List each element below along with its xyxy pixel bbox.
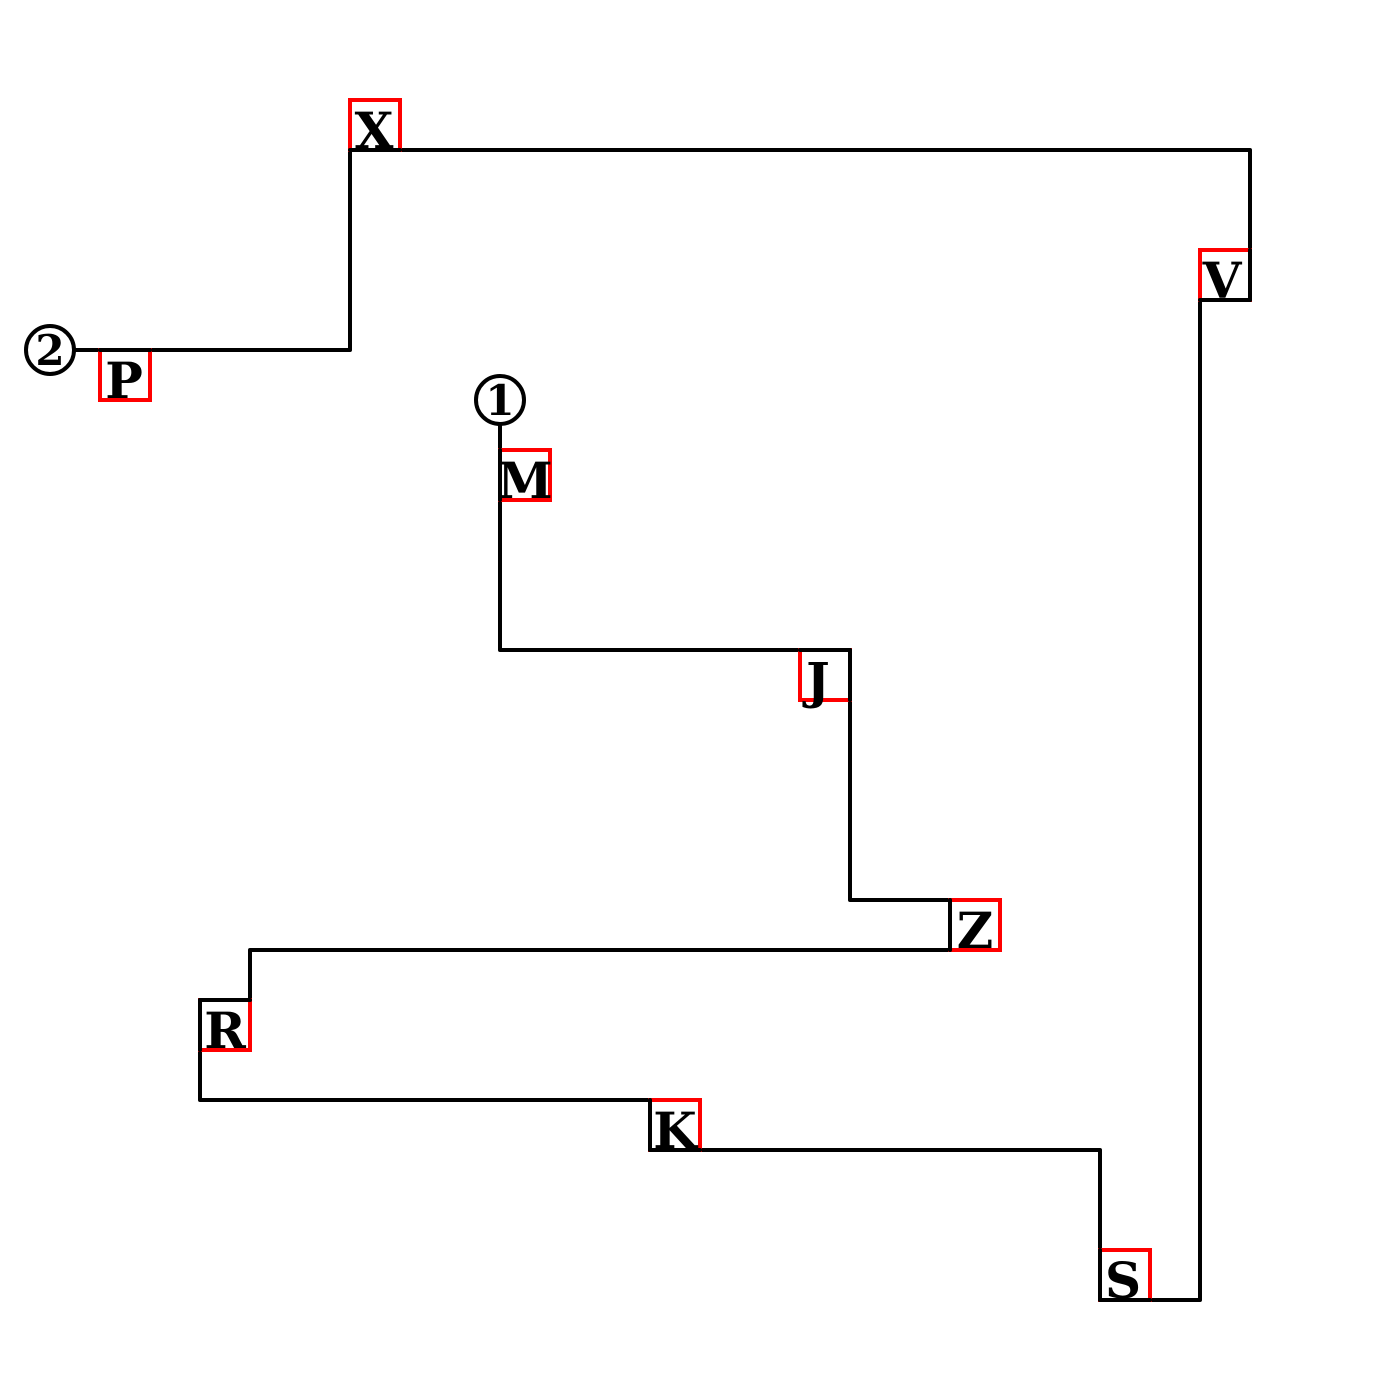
node-x: X: [348, 98, 402, 160]
node-s: S: [1098, 1248, 1152, 1310]
node-p-label: P: [105, 351, 143, 410]
node-r: R: [198, 998, 252, 1060]
node-j-label: J: [802, 651, 830, 710]
marker-end-circle: [24, 324, 76, 376]
node-z: Z: [948, 898, 1002, 960]
marker-end-label: 2: [35, 326, 64, 375]
marker-start-circle: [474, 374, 526, 426]
marker-start: 1: [474, 374, 526, 426]
node-r-label: R: [204, 1001, 246, 1060]
node-k: K: [648, 1098, 702, 1160]
node-v-label: V: [1202, 251, 1243, 310]
node-m: M: [497, 448, 553, 510]
node-m-label: M: [497, 451, 552, 510]
node-p: P: [98, 348, 152, 410]
marker-start-label: 1: [485, 376, 514, 425]
node-v: V: [1198, 248, 1252, 310]
marker-end: 2: [24, 324, 76, 376]
node-k-label: K: [653, 1101, 698, 1160]
node-z-label: Z: [957, 901, 994, 960]
node-x-label: X: [355, 101, 394, 160]
node-s-label: S: [1105, 1251, 1141, 1310]
node-j: J: [798, 648, 852, 710]
